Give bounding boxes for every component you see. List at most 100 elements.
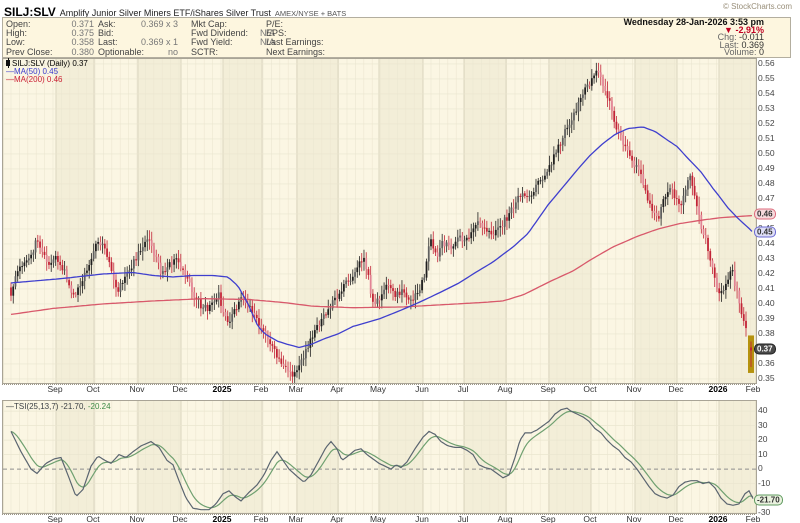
security-name: Amplify Junior Silver Miners ETF/iShares… — [59, 8, 271, 18]
quote-field: Low: 0.358 — [6, 38, 94, 47]
month-label-dec: Dec — [668, 384, 684, 394]
quote-datetime: Wednesday 28-Jan-2026 3:53 pm — [623, 17, 764, 27]
month-label-aug: Aug — [497, 384, 513, 394]
month-label-sep: Sep — [540, 514, 556, 523]
legend-ma50-entry: —MA(50) 0.45 — [6, 67, 59, 77]
month-label-oct: Oct — [583, 384, 597, 394]
month-label-2025: 2025 — [212, 514, 232, 523]
price-tick-label: 0.42 — [758, 267, 775, 278]
quote-field-label: P/E: — [266, 19, 284, 29]
quote-field-label: EPS: — [266, 28, 287, 39]
month-label-sep: Sep — [47, 384, 63, 394]
month-label-aug: Aug — [497, 514, 513, 523]
tsi-indicator-panel[interactable]: —TSI(25,13,7) -21.70, -20.24 — [2, 400, 757, 514]
month-label-oct: Oct — [86, 384, 100, 394]
price-tick-label: 0.50 — [758, 147, 775, 158]
price-tick-label: 0.52 — [758, 117, 775, 128]
quote-col-earnings: P/E: EPS: Last Earnings: Next Earnings: — [266, 19, 376, 57]
price-x-axis: Sep Oct Nov Dec 2025 Feb Mar Apr May Jun Jul Aug Sep… — [2, 384, 760, 395]
tsi-tick-label: -30 — [758, 506, 771, 517]
quote-field-label: Optionable: — [98, 46, 145, 57]
tsi-tick-label: 10 — [758, 448, 768, 459]
month-label-2026: 2026 — [708, 514, 728, 523]
month-label-nov: Nov — [626, 514, 642, 523]
month-label-dec: Dec — [172, 384, 188, 394]
quote-datetime-block: Wednesday 28-Jan-2026 3:53 pm ▼ -2.91% C… — [584, 17, 764, 57]
quote-field-value: N/A — [259, 28, 275, 39]
tsi-tick-label: 20 — [758, 434, 768, 445]
month-label-dec: Dec — [668, 514, 684, 523]
month-label-jun: Jun — [415, 384, 429, 394]
exchange-label: AMEX/NYSE + BATS — [274, 9, 347, 18]
tsi-tick-label: 40 — [758, 405, 768, 416]
quote-field-value: 0.369 x 1 — [140, 37, 178, 48]
quote-field: Ask: 0.369 x 3 — [98, 19, 178, 29]
last-price-axis-marker: 0.37 — [754, 343, 776, 355]
change-percent: ▼ -2.91% — [724, 24, 764, 35]
month-label-nov: Nov — [626, 384, 642, 394]
quote-field-label: Next Earnings: — [266, 46, 326, 57]
price-tick-label: 0.39 — [758, 312, 775, 323]
quote-field-value: 0.371 — [71, 19, 94, 29]
month-label-sep: Sep — [47, 514, 63, 523]
quote-field: High: 0.375 — [6, 28, 94, 39]
price-chart-canvas[interactable] — [2, 59, 757, 386]
quote-field-value: 0.358 — [71, 37, 94, 48]
quote-field-label: Open: — [6, 19, 31, 29]
month-label-nov: Nov — [129, 514, 145, 523]
price-tick-label: 0.48 — [758, 177, 775, 188]
quote-col-fundamentals: Mkt Cap: Fwd Dividend: N/A Fwd Yield: N/A SCT… — [191, 19, 275, 57]
ticker-symbol: SILJ:SLV — [4, 5, 56, 19]
month-label-dec: Dec — [172, 514, 188, 523]
quote-field: Mkt Cap: — [191, 19, 275, 29]
quote-field-label: Prev Close: — [6, 46, 53, 57]
quote-field: Fwd Dividend: N/A — [191, 28, 275, 39]
quote-field: Prev Close: 0.380 — [6, 46, 94, 57]
price-tick-label: 0.54 — [758, 87, 775, 98]
quote-field-value: 0.369 x 3 — [140, 19, 178, 29]
month-label-2025: 2025 — [212, 384, 232, 394]
quote-col-bidask: Ask: 0.369 x 3 Bid: Last: 0.369 x 1 Optionabl… — [98, 19, 178, 57]
month-label-sep: Sep — [540, 384, 556, 394]
quote-field-label: Fwd Dividend: — [191, 28, 249, 39]
month-label-mar: Mar — [288, 384, 304, 394]
quote-field: SCTR: — [191, 47, 275, 57]
quote-field-value: 0.375 — [71, 28, 94, 39]
month-label-nov: Nov — [129, 384, 145, 394]
price-chart-panel[interactable]: SILJ:SLV (Daily) 0.37 —MA(50) 0.45 —MA(2… — [2, 58, 757, 386]
price-axis-tickstrip — [2, 384, 755, 385]
quote-field-value: no — [167, 46, 178, 57]
quote-field: EPS: — [266, 28, 376, 39]
month-label-mar: Mar — [288, 514, 304, 523]
month-label-may: May — [369, 384, 387, 394]
tsi-tick-label: 0 — [758, 463, 763, 474]
price-tick-label: 0.36 — [758, 357, 775, 368]
quote-field: Bid: — [98, 28, 178, 39]
month-label-may: May — [369, 514, 387, 523]
price-tick-label: 0.40 — [758, 297, 775, 308]
quote-field: Open: 0.371 — [6, 19, 94, 29]
price-tick-label: 0.38 — [758, 327, 775, 338]
month-label-jun: Jun — [415, 514, 429, 523]
quote-field: Last: 0.369 x 1 — [98, 38, 178, 47]
quote-field-label: Last Earnings: — [266, 37, 324, 48]
quote-field-label: High: — [6, 28, 28, 39]
month-label-feb: Feb — [253, 514, 269, 523]
quote-field: Next Earnings: — [266, 46, 376, 57]
month-label-apr: Apr — [330, 384, 344, 394]
quote-field: Last Earnings: — [266, 38, 376, 47]
price-tick-label: 0.47 — [758, 192, 775, 203]
ma200-axis-marker: 0.46 — [754, 208, 776, 220]
price-tick-label: 0.53 — [758, 102, 775, 113]
quote-field-label: Bid: — [98, 28, 114, 39]
quote-field: P/E: — [266, 19, 376, 29]
candlestick-icon — [6, 58, 10, 68]
quote-field-label: Low: — [6, 37, 26, 48]
quote-field-label: Mkt Cap: — [191, 19, 228, 29]
quote-field-value: N/A — [259, 37, 275, 48]
month-label-jul: Jul — [457, 384, 469, 394]
tsi-chart-canvas[interactable] — [2, 401, 757, 513]
quote-field: Fwd Yield: N/A — [191, 38, 275, 47]
quote-field-label: Fwd Yield: — [191, 37, 233, 48]
